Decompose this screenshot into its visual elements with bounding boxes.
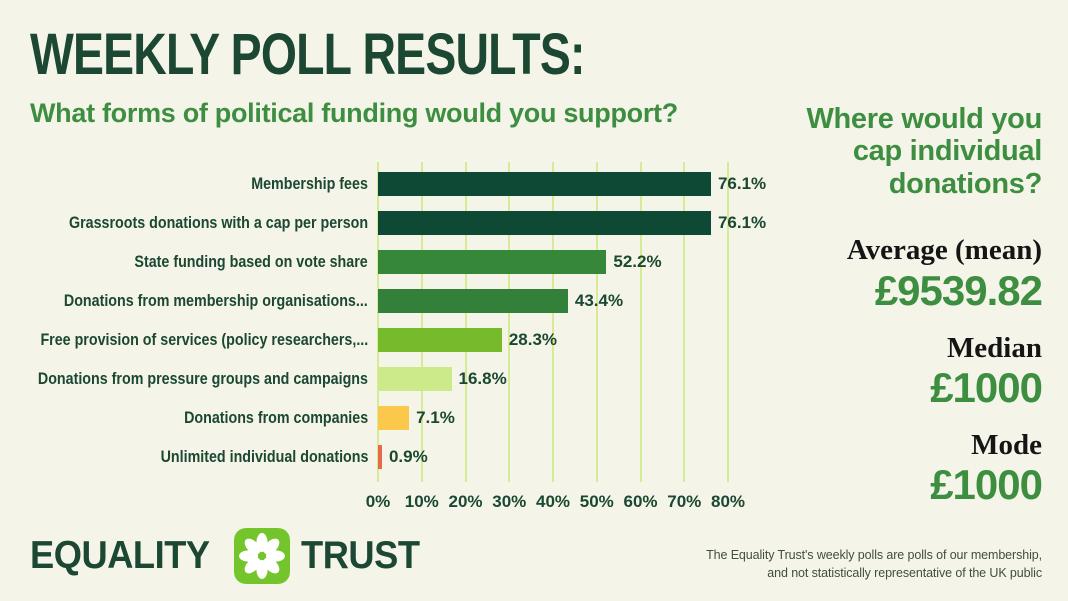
disclaimer-text: The Equality Trust's weekly polls are po… — [706, 546, 1042, 582]
bar-track: 76.1% — [378, 172, 766, 196]
bar-fill — [378, 367, 452, 391]
bar-category-label: Donations from companies — [183, 408, 368, 427]
x-tick-60%: 60% — [623, 492, 658, 511]
stat-mean-value: £9539.82 — [874, 266, 1043, 314]
bar-row: Donations from companies 7.1% — [30, 406, 766, 430]
stat-mean: Average (mean) £9539.82 — [792, 234, 1043, 314]
bar-fill — [378, 328, 502, 352]
x-tick-70%: 70% — [667, 492, 702, 511]
gridline-10% — [420, 162, 423, 482]
bar-value-label: 0.9% — [388, 447, 428, 466]
chart-gridlines — [377, 162, 738, 482]
gridline-20% — [464, 162, 467, 482]
page-subtitle: What forms of political funding would yo… — [30, 98, 678, 128]
bar-fill — [378, 172, 711, 196]
bar-value-label: 76.1% — [717, 213, 767, 232]
bar-track: 52.2% — [378, 250, 662, 274]
gridline-50% — [595, 162, 598, 482]
flower-icon — [234, 528, 291, 584]
disclaimer-line-2: and not statistically representative of … — [767, 566, 1042, 581]
logo-word-trust: TRUST — [301, 534, 420, 577]
bar-category-label: Membership fees — [251, 174, 368, 193]
logo-word-equality: EQUALITY — [30, 534, 210, 577]
gridline-0% — [377, 162, 379, 482]
bar-row: Grassroots donations with a cap per pers… — [30, 211, 766, 235]
stat-median-value: £1000 — [930, 364, 1043, 412]
gridline-30% — [508, 162, 511, 482]
x-tick-0%: 0% — [365, 492, 391, 511]
stat-median: Median £1000 — [792, 331, 1043, 412]
bar-category-label: Grassroots donations with a cap per pers… — [68, 213, 368, 232]
bar-fill — [378, 406, 410, 430]
bar-track: 28.3% — [378, 328, 557, 352]
bar-category-label: Donations from pressure groups and campa… — [37, 369, 368, 388]
x-tick-40%: 40% — [535, 492, 571, 511]
bar-track: 43.4% — [378, 289, 623, 313]
bar-track: 7.1% — [378, 406, 455, 430]
bar-row: Membership fees 76.1% — [30, 172, 766, 196]
bar-row: Donations from pressure groups and campa… — [30, 367, 766, 391]
bar-track: 16.8% — [378, 367, 507, 391]
stat-median-label: Median — [946, 331, 1042, 364]
stat-mode-value: £1000 — [930, 461, 1043, 509]
bar-chart: Membership fees 76.1% Grassroots donations… — [30, 162, 800, 527]
bar-rows: Membership fees 76.1% Grassroots donations… — [30, 172, 766, 469]
bar-row: State funding based on vote share 52.2% — [30, 250, 766, 274]
bar-value-label: 76.1% — [717, 174, 767, 193]
bar-track: 76.1% — [378, 211, 766, 235]
gridline-80% — [727, 162, 729, 482]
bar-row: Free provision of services (policy resea… — [30, 328, 766, 352]
stat-mode: Mode £1000 — [792, 429, 1043, 509]
bar-track: 0.9% — [378, 445, 428, 469]
stat-mode-label: Mode — [971, 429, 1042, 462]
bar-value-label: 16.8% — [458, 369, 507, 388]
sidebar-question: Where would you cap individual donations… — [806, 103, 1042, 200]
bar-value-label: 43.4% — [574, 291, 624, 310]
x-tick-80%: 80% — [710, 492, 746, 511]
bar-category-label: Unlimited individual donations — [160, 447, 368, 466]
bar-row: Unlimited individual donations 0.9% — [30, 445, 766, 469]
equality-trust-logo: EQUALITY TRUST — [30, 528, 429, 584]
bar-value-label: 52.2% — [613, 252, 662, 271]
x-tick-20%: 20% — [448, 492, 483, 511]
bar-category-label: Free provision of services (policy resea… — [40, 330, 368, 349]
donation-cap-panel: Where would you cap individual donations… — [792, 103, 1043, 526]
bar-fill — [378, 211, 711, 235]
bar-category-label: State funding based on vote share — [134, 252, 368, 271]
disclaimer-line-1: The Equality Trust's weekly polls are po… — [706, 548, 1042, 562]
bar-fill — [378, 445, 382, 469]
bar-fill — [378, 289, 568, 313]
bar-value-label: 28.3% — [508, 330, 558, 349]
bar-row: Donations from membership organisations.… — [30, 289, 766, 313]
x-tick-30%: 30% — [492, 492, 527, 511]
x-tick-50%: 50% — [579, 492, 614, 511]
header: WEEKLY POLL RESULTS: What forms of polit… — [30, 26, 723, 129]
stat-mean-label: Average (mean) — [846, 234, 1042, 267]
stats-list: Average (mean) £9539.82 Median £1000 Mod… — [792, 234, 1043, 509]
bar-fill — [378, 250, 607, 274]
gridline-40% — [552, 162, 554, 482]
gridline-60% — [639, 162, 642, 482]
gridline-70% — [683, 162, 686, 482]
x-tick-10%: 10% — [404, 492, 439, 511]
bar-value-label: 7.1% — [416, 408, 455, 427]
page-title: WEEKLY POLL RESULTS: — [30, 22, 585, 87]
bar-category-label: Donations from membership organisations.… — [64, 291, 368, 310]
